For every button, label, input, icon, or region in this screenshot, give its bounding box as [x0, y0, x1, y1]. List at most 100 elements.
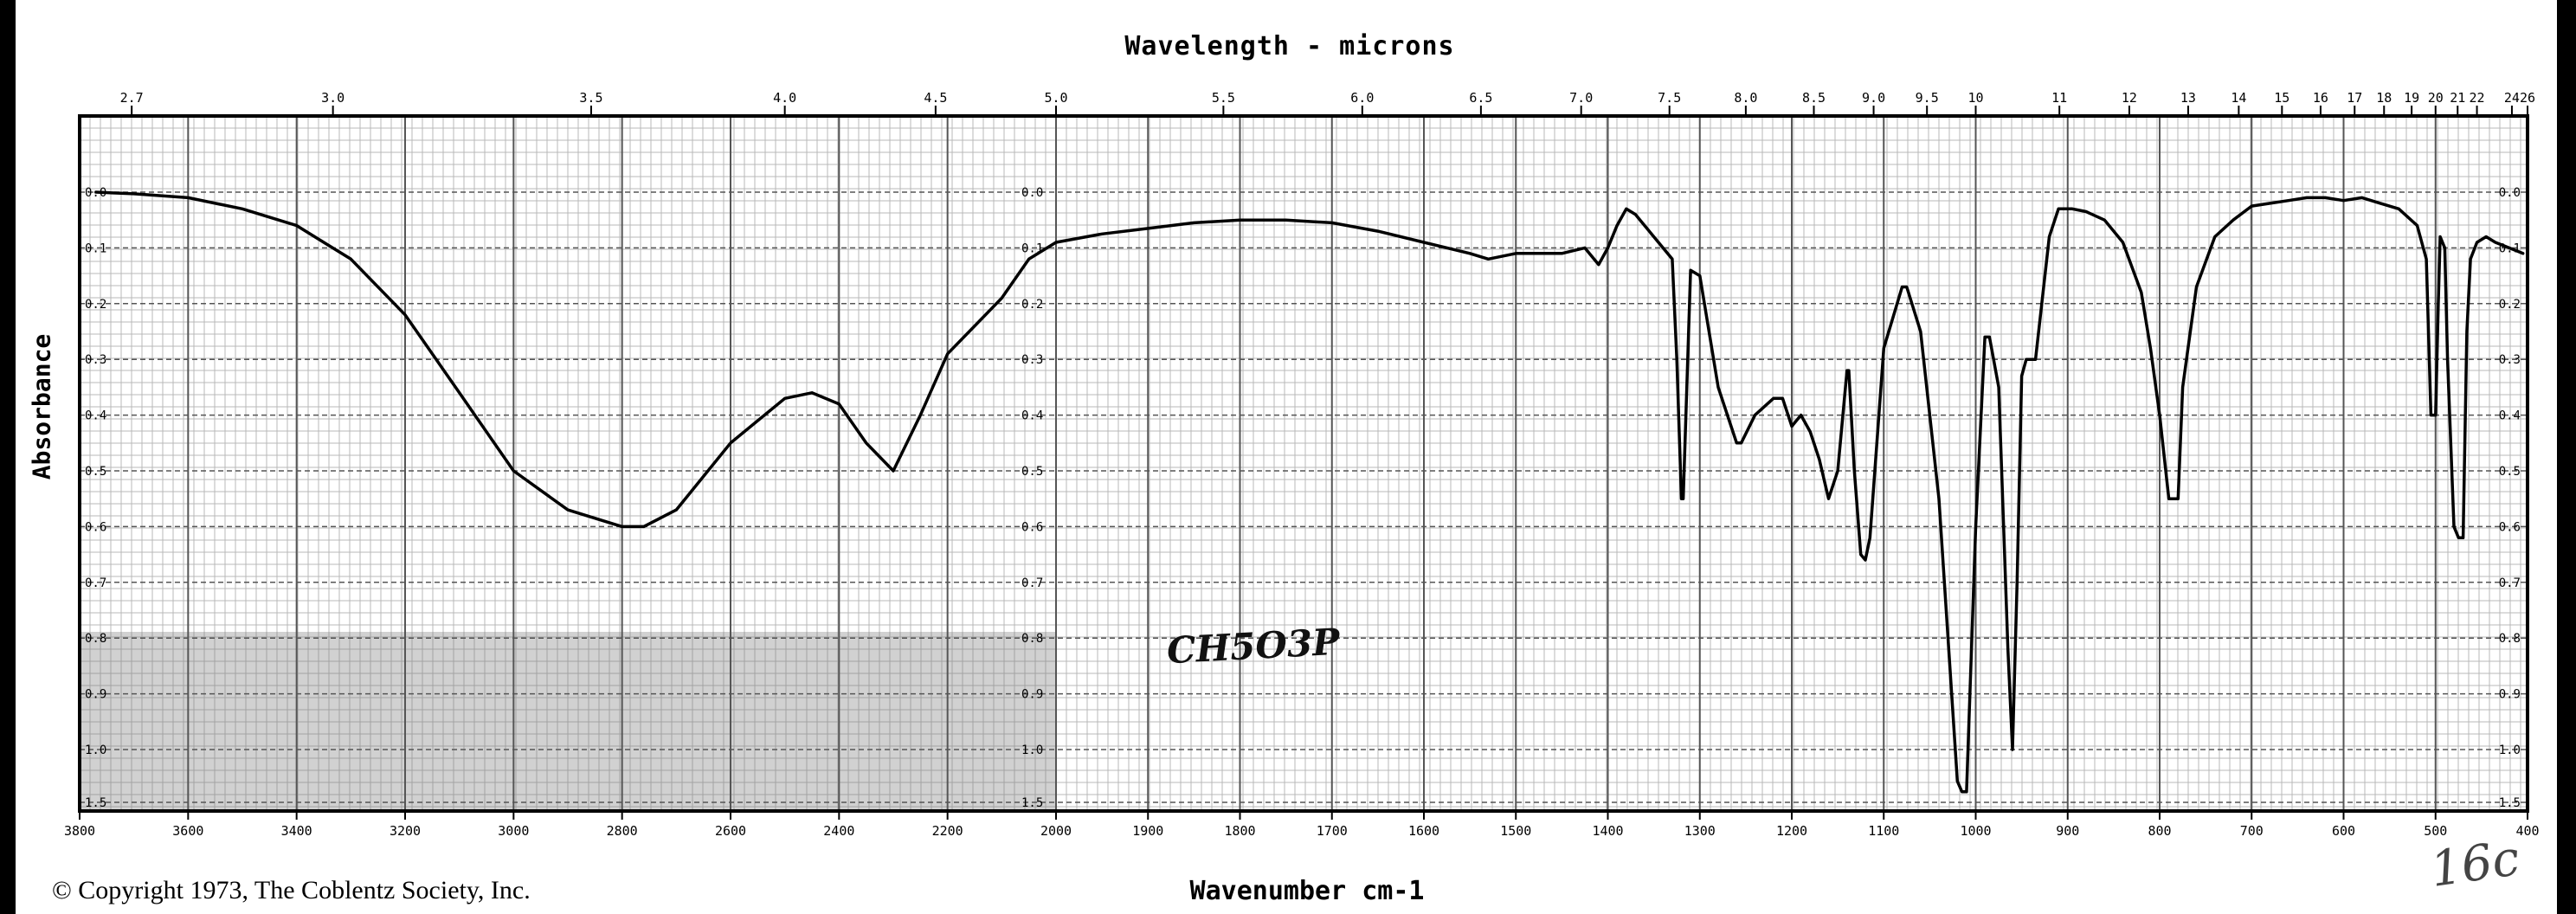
top-tick-label: 26: [2520, 90, 2535, 106]
data-point: [1983, 336, 1987, 338]
top-tick-label: 3.5: [579, 90, 602, 106]
y-tick-label-left: 0.9: [85, 688, 106, 702]
y-tick-label-left: 0.7: [85, 576, 106, 590]
top-tick-label: 15: [2274, 90, 2289, 106]
data-point: [2430, 414, 2432, 416]
data-point: [1740, 441, 1742, 444]
bottom-tick-label: 2000: [1040, 823, 1072, 839]
data-point: [2360, 196, 2363, 199]
data-point: [2469, 258, 2472, 261]
data-point: [2016, 581, 2019, 583]
handwritten-formula-note: CH5O3P: [1165, 620, 1341, 673]
copyright-notice: © Copyright 1973, The Coblentz Society, …: [52, 876, 531, 904]
data-point: [1818, 458, 1821, 461]
y-tick-label-right: 1.5: [2499, 796, 2521, 810]
data-point: [1864, 558, 1867, 562]
data-point: [2231, 219, 2235, 222]
top-tick-label: 7.5: [1658, 90, 1681, 106]
bottom-tick-label: 1900: [1132, 823, 1163, 839]
bottom-tick-label: 500: [2424, 823, 2447, 839]
data-point: [1239, 219, 1241, 222]
top-tick-label: 13: [2180, 90, 2196, 106]
data-point: [946, 352, 949, 355]
data-point: [2437, 302, 2440, 305]
point-layer: [94, 190, 2524, 793]
bottom-tick-label: 3800: [64, 823, 95, 839]
data-point: [2444, 247, 2446, 249]
data-point: [2398, 208, 2400, 210]
data-point: [1754, 414, 1756, 416]
bottom-tick-label: 3000: [498, 823, 529, 839]
plot-frame: [78, 114, 2529, 813]
data-point: [2181, 386, 2184, 389]
data-point: [1193, 222, 1195, 224]
y-tick-label-left: 0.6: [85, 520, 106, 534]
top-tick-label: 6.5: [1469, 90, 1492, 106]
top-tick-label: 5.0: [1044, 90, 1067, 106]
bottom-tick-label: 800: [2148, 823, 2171, 839]
data-point: [810, 391, 814, 394]
data-point: [295, 224, 298, 227]
data-point: [1869, 537, 1871, 539]
top-tick-label: 4.5: [924, 90, 947, 106]
data-point: [2251, 204, 2253, 208]
chart-title: Wavelength - microns: [1124, 31, 1455, 61]
data-point: [2508, 247, 2510, 249]
top-tick-label: 7.0: [1569, 90, 1593, 106]
data-point: [1790, 425, 1794, 428]
data-point: [2084, 210, 2088, 213]
y-tick-label-mid: 0.2: [1021, 298, 1043, 312]
data-point: [1974, 525, 1977, 528]
bottom-axis-ticks: 3800 3600 3400 3200 3000 2800 2600 2400 2200 2000…: [64, 811, 2540, 839]
data-point: [838, 402, 840, 405]
y-tick-label-right: 1.0: [2499, 743, 2521, 757]
y-tick-label-mid: 0.4: [1021, 409, 1043, 423]
top-tick-label: 16: [2313, 90, 2328, 106]
data-point: [1965, 790, 1968, 793]
data-point: [2070, 208, 2074, 210]
y-tick-label-right: 0.6: [2499, 520, 2521, 534]
data-point: [241, 208, 244, 210]
y-tick-label-left: 0.1: [85, 241, 106, 255]
data-point: [1853, 469, 1856, 473]
y-tick-label-mid: 0.3: [1021, 353, 1043, 367]
bottom-tick-label: 2800: [607, 823, 638, 839]
data-point: [1671, 258, 1674, 261]
data-point: [1147, 227, 1150, 230]
bottom-tick-label: 1600: [1408, 823, 1439, 839]
bottom-tick-label: 1100: [1868, 823, 1899, 839]
data-point: [1652, 235, 1655, 238]
y-tick-label-right: 0.7: [2499, 576, 2521, 590]
data-point: [783, 397, 786, 400]
data-point: [350, 258, 352, 261]
top-tick-label: 3.0: [321, 90, 345, 106]
data-point: [132, 192, 135, 196]
data-point: [1847, 369, 1851, 372]
data-point: [919, 414, 922, 416]
data-point: [1625, 208, 1628, 210]
data-point: [1961, 790, 1963, 793]
data-point: [1027, 258, 1030, 261]
data-point: [2149, 347, 2152, 350]
data-point: [1698, 274, 1702, 277]
data-point: [1376, 229, 1380, 233]
top-tick-label: 8.5: [1802, 90, 1826, 106]
data-point: [2485, 235, 2488, 238]
top-tick-label: 20: [2428, 90, 2444, 106]
data-point: [2103, 219, 2106, 222]
bottom-tick-label: 1700: [1317, 823, 1348, 839]
top-axis-ticks: 2.7 3.0 3.5 4.0 4.5 5.0 5.5 6.0 6.5 7.0 7.5 8.0 8.5 9…: [120, 90, 2535, 116]
bottom-tick-label: 400: [2515, 823, 2539, 839]
data-point: [1676, 358, 1678, 361]
data-point: [1468, 252, 1472, 254]
bottom-tick-label: 1300: [1684, 823, 1716, 839]
data-point: [2476, 241, 2478, 244]
top-tick-label: 9.5: [1916, 90, 1939, 106]
data-point: [2167, 498, 2170, 500]
bottom-tick-label: 2400: [823, 823, 854, 839]
data-point: [1001, 297, 1003, 299]
data-point: [1689, 269, 1692, 272]
data-point: [403, 313, 407, 316]
data-point: [1100, 233, 1104, 235]
